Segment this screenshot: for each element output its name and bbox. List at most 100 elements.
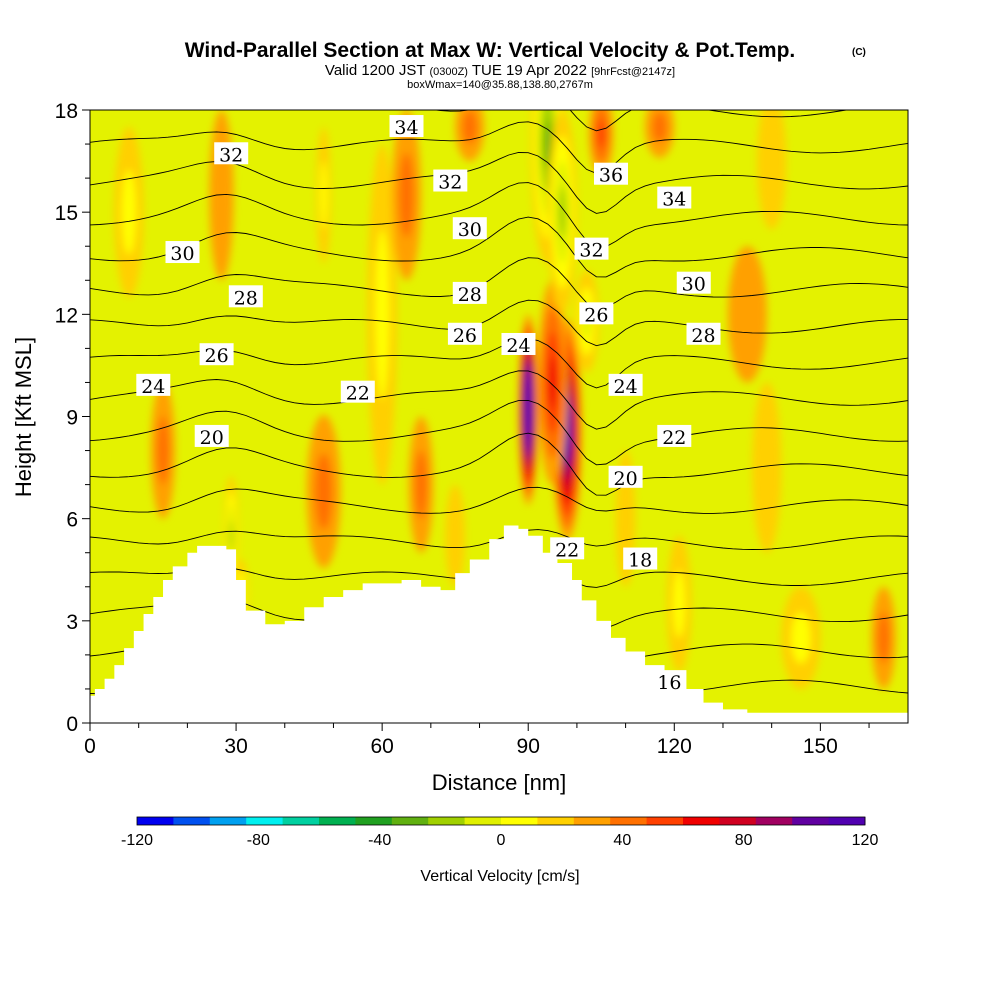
vv-feature-2-level-4 <box>548 356 557 408</box>
vv-feature-22-level-2 <box>415 450 428 519</box>
y-tick-label: 0 <box>66 713 78 736</box>
theta-contour-33 <box>432 110 850 132</box>
contour-label-16: 16 <box>652 670 687 694</box>
x-tick-label: 60 <box>370 735 393 758</box>
x-tick-label: 120 <box>657 735 692 758</box>
contour-label-30: 30 <box>165 241 200 265</box>
contour-label-30: 30 <box>676 271 711 296</box>
contour-label-text: 22 <box>662 427 686 449</box>
y-tick-label: 3 <box>66 611 78 634</box>
colorbar-swatch <box>355 817 393 825</box>
contour-label-text: 28 <box>458 284 482 306</box>
colorbar-swatch <box>792 817 830 825</box>
x-tick-label: 30 <box>224 735 247 758</box>
vv-feature-0-level-12 <box>527 401 530 418</box>
vv-feature-23-level-1 <box>445 484 465 587</box>
contour-label-text: 28 <box>691 325 715 347</box>
contour-label-28: 28 <box>452 281 487 306</box>
contour-label-box <box>228 285 263 308</box>
vertical-velocity-field <box>114 110 896 689</box>
x-axis: 0 30 60 90 120 150 <box>84 723 870 758</box>
y-tick-label: 15 <box>55 202 78 225</box>
colorbar-swatch <box>428 817 466 825</box>
colorbar: -120 -80 -40 0 40 80 120 <box>121 816 878 849</box>
colorbar-swatch <box>610 817 648 825</box>
contour-label-28: 28 <box>686 322 721 347</box>
colorbar-swatch <box>137 817 174 825</box>
colorbar-tick-label: -40 <box>368 832 391 849</box>
vv-feature-1-level-9 <box>565 417 569 443</box>
colorbar-title: Vertical Velocity [cm/s] <box>420 868 579 885</box>
x-tick-label: 90 <box>517 735 540 758</box>
contour-label-box <box>574 237 609 260</box>
contour-label-box <box>623 547 658 570</box>
colorbar-tick-label: -80 <box>247 832 270 849</box>
colorbar-swatch <box>173 817 211 825</box>
colorbar-swatch <box>501 817 538 825</box>
contour-label-box <box>657 424 692 447</box>
contour-label-box <box>199 343 234 366</box>
contour-label-text: 30 <box>458 219 482 241</box>
contour-label-28: 28 <box>228 285 263 309</box>
contour-label-text: 30 <box>170 243 194 265</box>
colorbar-tick-label: 0 <box>497 832 506 849</box>
colorbar-swatch <box>646 817 684 825</box>
theta-contour-32 <box>90 121 908 174</box>
theta-contour-25 <box>90 370 908 430</box>
contour-label-34: 34 <box>657 186 692 211</box>
vv-feature-3-level-5 <box>544 120 552 168</box>
colorbar-swatch <box>573 817 611 825</box>
contour-label-box <box>652 670 687 693</box>
terrain-profile <box>90 525 908 723</box>
y-axis-label: Height [Kft MSL] <box>11 337 36 497</box>
contour-label-text: 26 <box>453 325 477 347</box>
contour-label-text: 26 <box>584 304 608 326</box>
colorbar-swatch <box>391 817 429 825</box>
contour-label-26: 26 <box>579 302 614 326</box>
contour-label-box <box>340 380 375 403</box>
contour-label-text: 24 <box>506 335 530 357</box>
vv-feature-20-level-1 <box>757 110 787 230</box>
theta-contour-27 <box>90 299 908 347</box>
vv-feature-19-level-2 <box>652 111 667 143</box>
contour-label-text: 16 <box>657 672 681 694</box>
colorbar-swatch <box>282 817 320 825</box>
y-axis: 0 3 6 9 12 15 18 <box>55 100 90 736</box>
contour-label-24: 24 <box>501 332 536 357</box>
colorbar-swatch <box>464 817 502 825</box>
theta-contour-29 <box>90 216 908 278</box>
contour-label-box <box>136 373 171 396</box>
colorbar-swatch <box>719 817 757 825</box>
valid-utc: (0300Z) <box>429 66 468 78</box>
colorbar-frame <box>136 816 866 826</box>
contour-label-box <box>194 424 229 447</box>
contour-label-26: 26 <box>199 343 234 367</box>
x-tick-label: 0 <box>84 735 96 758</box>
contour-label-text: 22 <box>555 539 579 561</box>
copyright-mark: (C) <box>852 47 866 58</box>
contour-label-34: 34 <box>389 115 424 139</box>
valid-prefix: Valid 1200 JST <box>325 62 425 79</box>
contour-label-box <box>501 332 536 355</box>
contour-label-text: 26 <box>205 345 229 367</box>
contour-label-box <box>389 115 424 138</box>
contour-label-text: 28 <box>234 287 258 309</box>
chart-title: Wind-Parallel Section at Max W: Vertical… <box>185 39 796 62</box>
colorbar-swatch <box>209 817 247 825</box>
contour-label-text: 34 <box>394 117 418 139</box>
colorbar-tick-label: 80 <box>735 832 753 849</box>
valid-time-line: Valid 1200 JST (0300Z) TUE 19 Apr 2022 [… <box>325 62 675 79</box>
contour-label-box <box>550 537 585 560</box>
contour-label-box <box>165 241 200 264</box>
contour-labels: 16 18 20 20 22 22 22 24 24 24 26 26 26 28 28 28 30 30 30 32… <box>136 115 721 694</box>
contour-label-box <box>686 322 721 345</box>
y-tick-label: 12 <box>55 304 78 327</box>
contour-label-22: 22 <box>657 424 692 449</box>
colorbar-swatch <box>246 817 284 825</box>
contour-label-30: 30 <box>452 217 487 241</box>
colorbar-swatch <box>537 817 575 825</box>
contour-label-20: 20 <box>608 465 643 490</box>
contour-label-text: 20 <box>614 468 638 490</box>
forecast-info: [9hrFcst@2147z] <box>591 66 675 78</box>
contour-label-box <box>214 142 249 165</box>
